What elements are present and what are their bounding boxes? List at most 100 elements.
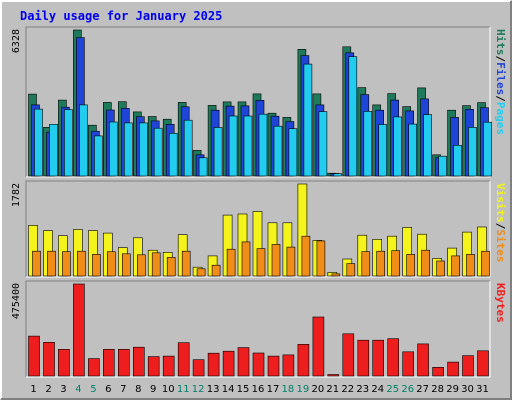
- bar-sites-day-2: [47, 250, 56, 277]
- x-tick-label-17: 17: [267, 384, 280, 395]
- bar-pages-day-8: [139, 122, 148, 177]
- y-max-label: 6328: [11, 29, 22, 53]
- bar-sites-day-26: [406, 254, 416, 277]
- legend-item: /: [494, 223, 507, 230]
- x-axis-labels: 1 2 3 4 5 6 7 8 9 10 11 12 13 14 15 16 17 18 19 20 21 22 23 24 2…: [30, 384, 489, 395]
- x-tick-label-11: 11: [177, 384, 190, 395]
- bar-pages-day-24: [378, 124, 388, 177]
- bar-pages-day-29: [453, 145, 462, 177]
- bar-sites-day-28: [436, 260, 445, 277]
- bar-pages-day-6: [109, 121, 118, 177]
- legend-visits-sites: Visits/Sites: [494, 183, 507, 263]
- bar-kbytes-day-30: [462, 355, 474, 377]
- x-tick-label-23: 23: [356, 384, 369, 395]
- bar-kbytes-day-15: [237, 347, 250, 377]
- x-tick-label-31: 31: [476, 384, 489, 395]
- bar-sites-day-25: [391, 250, 401, 277]
- x-tick-label-24: 24: [371, 384, 384, 395]
- x-tick-label-6: 6: [105, 384, 111, 395]
- legend-item: Hits: [494, 29, 507, 56]
- legend-item: Visits: [494, 183, 507, 223]
- bar-kbytes-day-12: [192, 359, 205, 377]
- x-tick-label-16: 16: [252, 384, 265, 395]
- bar-kbytes-day-29: [447, 361, 459, 377]
- bar-sites-day-1: [32, 250, 41, 277]
- bar-pages-day-11: [183, 119, 193, 177]
- bar-kbytes-day-9: [147, 356, 160, 377]
- x-tick-label-22: 22: [341, 384, 354, 395]
- panel-kbytes: 475400 KBytes: [11, 280, 507, 378]
- x-tick-label-29: 29: [446, 384, 459, 395]
- bar-sites-day-11: [181, 250, 191, 277]
- x-tick-label-7: 7: [120, 384, 126, 395]
- panel-hits-files-pages: 6328 Hits/Files/Pages: [11, 26, 507, 178]
- bar-sites-day-31: [481, 250, 490, 277]
- bar-sites-day-30: [466, 254, 475, 277]
- bar-sites-day-6: [107, 251, 116, 277]
- bar-sites-day-12: [196, 268, 206, 277]
- bar-pages-day-16: [258, 113, 268, 177]
- bar-sites-day-22: [346, 263, 356, 277]
- plot-frame-shadow: [25, 280, 490, 377]
- x-tick-label-4: 4: [75, 384, 81, 395]
- bar-sites-day-15: [241, 241, 251, 277]
- x-tick-label-28: 28: [431, 384, 444, 395]
- x-tick-label-1: 1: [30, 384, 36, 395]
- bar-kbytes-day-1: [28, 335, 40, 377]
- chart-title: Daily usage for January 2025: [20, 9, 222, 23]
- bar-kbytes-day-31: [477, 350, 489, 377]
- bar-sites-day-23: [361, 251, 371, 277]
- bar-pages-day-3: [64, 109, 73, 177]
- bar-pages-day-30: [468, 127, 477, 177]
- bar-kbytes-day-2: [43, 341, 55, 377]
- legend-hits-files-pages: Hits/Files/Pages: [494, 29, 507, 135]
- bar-pages-day-17: [273, 125, 283, 177]
- bar-sites-day-27: [421, 249, 430, 277]
- bar-pages-day-10: [168, 133, 178, 177]
- bar-pages-day-2: [49, 124, 58, 177]
- bar-pages-day-4: [79, 104, 88, 177]
- bar-kbytes-day-8: [133, 346, 145, 377]
- bar-kbytes-day-27: [417, 343, 429, 377]
- plot-frame-highlight: [26, 181, 491, 278]
- bar-sites-day-10: [166, 257, 176, 277]
- bar-sites-day-19: [301, 235, 311, 277]
- bar-sites-day-24: [376, 250, 386, 277]
- x-tick-label-25: 25: [386, 384, 399, 395]
- y-max-label: 1782: [11, 183, 22, 207]
- x-tick-label-26: 26: [401, 384, 414, 395]
- bar-pages-day-7: [124, 122, 133, 177]
- bar-sites-day-13: [211, 264, 221, 277]
- x-tick-label-18: 18: [282, 384, 295, 395]
- legend-item: Files: [494, 62, 507, 95]
- x-tick-label-13: 13: [207, 384, 220, 395]
- x-tick-label-12: 12: [192, 384, 205, 395]
- bar-pages-day-15: [243, 115, 253, 177]
- bar-pages-day-25: [393, 116, 403, 177]
- bar-pages-day-5: [94, 135, 103, 177]
- bar-pages-day-21: [333, 173, 343, 177]
- bar-pages-day-1: [34, 108, 43, 177]
- x-tick-label-21: 21: [326, 384, 339, 395]
- legend-item: KBytes: [494, 283, 507, 323]
- bar-kbytes-day-7: [118, 348, 130, 377]
- bar-pages-day-26: [408, 123, 418, 177]
- x-tick-label-8: 8: [135, 384, 141, 395]
- legend-item: /: [494, 95, 507, 102]
- y-max-label: 475400: [11, 283, 22, 319]
- bar-pages-day-19: [303, 63, 313, 177]
- bar-kbytes-day-24: [372, 339, 385, 377]
- bar-kbytes-day-19: [297, 343, 310, 377]
- bar-kbytes-day-28: [432, 366, 444, 377]
- bar-sites-day-21: [331, 273, 341, 277]
- bar-sites-day-20: [316, 240, 326, 277]
- bar-sites-day-14: [226, 248, 236, 277]
- bar-sites-day-4: [77, 250, 86, 277]
- bar-kbytes-day-17: [267, 355, 280, 377]
- bar-sites-day-9: [151, 252, 161, 277]
- bar-pages-day-23: [363, 111, 373, 177]
- plot-frame-shadow: [25, 26, 490, 177]
